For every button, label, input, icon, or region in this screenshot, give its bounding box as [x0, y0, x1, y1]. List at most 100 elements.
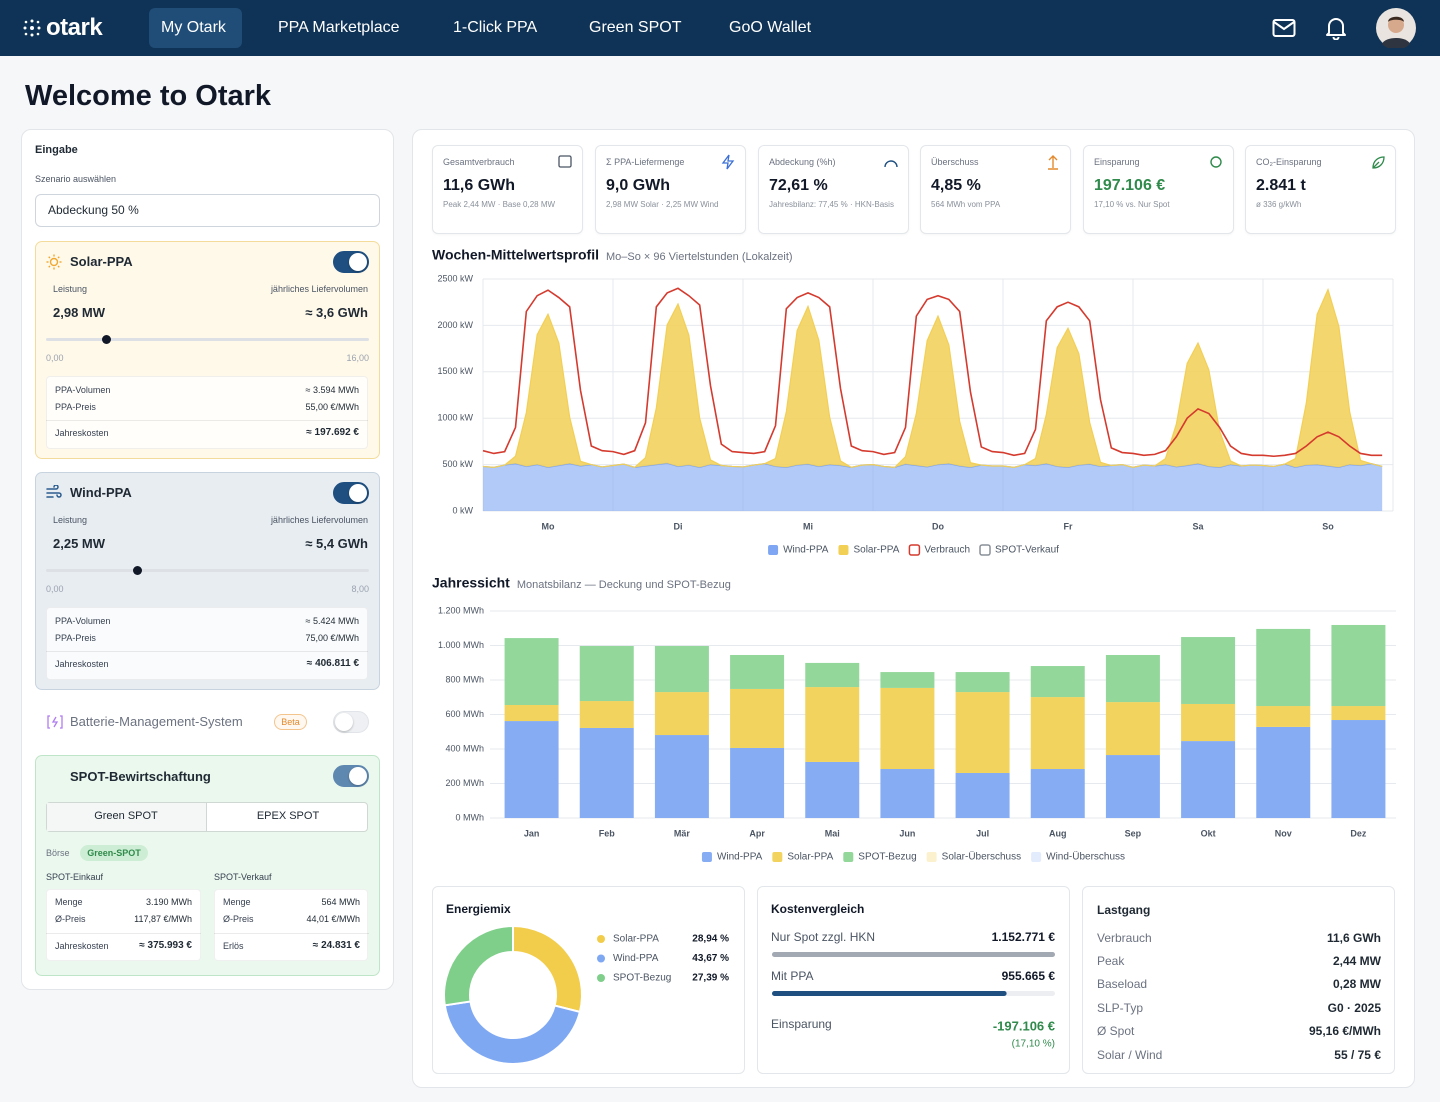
x-tick-label: Jun — [899, 828, 915, 838]
bar — [1105, 755, 1160, 818]
page-title: Welcome to Otark — [25, 79, 272, 112]
x-tick-label: Mo — [542, 521, 555, 531]
bar — [730, 654, 785, 689]
row-value: 44,01 €/MWh — [306, 913, 360, 924]
kpi-card — [920, 145, 1071, 234]
bar — [730, 747, 785, 818]
bar — [772, 991, 1007, 996]
slider-thumb[interactable] — [132, 566, 142, 575]
nav-item[interactable]: My Otark — [161, 18, 226, 36]
row-label: Solar / Wind — [1097, 1047, 1163, 1062]
row-value: ≈ 197.692 € — [306, 427, 359, 438]
row-value: 564 MWh — [321, 896, 360, 907]
kpi-sub: 564 MWh vom PPA — [931, 200, 1001, 210]
nav-item[interactable]: GoO Wallet — [729, 18, 812, 36]
row-value: ≈ 5.424 MWh — [305, 615, 359, 626]
bar — [1181, 703, 1236, 742]
x-tick-label: Sep — [1125, 828, 1142, 838]
bar — [1181, 637, 1236, 704]
field-label: jährliches Liefervolumen — [270, 514, 368, 525]
saving-value: -197.106 € — [993, 1018, 1055, 1033]
row-label: PPA-Preis — [55, 401, 96, 412]
mail-icon[interactable] — [1272, 18, 1296, 38]
toggle-knob — [335, 713, 353, 731]
y-tick-label: 2000 kW — [437, 320, 473, 330]
legend-label: Wind-PPA — [613, 953, 659, 964]
y-tick-label: 1.000 MWh — [438, 640, 484, 650]
kpi-value: 11,6 GWh — [443, 176, 516, 194]
detail-box — [46, 376, 368, 449]
kpi-value: 9,0 GWh — [606, 176, 671, 194]
detail-box — [214, 889, 368, 961]
field-value: 2,98 MW — [53, 304, 106, 320]
bar — [730, 688, 785, 748]
kpi-label: Gesamtverbrauch — [443, 156, 515, 167]
x-tick-label: Dez — [1350, 828, 1367, 838]
row-value: ≈ 406.811 € — [306, 658, 359, 669]
kpi-label: CO₂-Einsparung — [1256, 156, 1322, 167]
value-label: 43,67 % — [692, 953, 729, 964]
tab-label[interactable]: Green SPOT — [94, 810, 158, 823]
legend: Wind-PPA Solar-PPA SPOT-Bezug Solar-Übersch… — [701, 851, 1125, 863]
row-label: Jahreskosten — [55, 940, 109, 951]
bar — [1331, 706, 1386, 721]
nav-item[interactable]: Green SPOT — [589, 18, 682, 36]
chart-subtitle: Mo–So × 96 Viertelstunden (Lokalzeit) — [606, 251, 793, 263]
kpi-label: Überschuss — [931, 156, 979, 167]
legend-label: Solar-PPA — [613, 934, 659, 945]
bell-icon[interactable] — [1325, 16, 1347, 40]
legend-swatch — [1031, 852, 1042, 862]
chart-title: Jahressicht — [432, 575, 510, 591]
row-value: ≈ 3.594 MWh — [305, 384, 359, 395]
kpi-card — [758, 145, 909, 234]
legend-swatch — [908, 544, 921, 556]
y-tick-label: 0 MWh — [455, 812, 484, 822]
kpi-label: Einsparung — [1094, 156, 1140, 167]
select[interactable] — [35, 194, 380, 227]
legend-label: Solar-PPA — [853, 545, 899, 556]
bar — [880, 769, 935, 818]
y-tick-label: 600 MWh — [445, 709, 484, 719]
row-value: 55 / 75 € — [1334, 1047, 1381, 1062]
tab-active[interactable] — [47, 803, 207, 831]
row-value: G0 · 2025 — [1327, 1000, 1381, 1015]
bar — [1030, 666, 1085, 698]
legend-label: Wind-Überschuss — [1046, 851, 1125, 863]
y-tick-label: 0 kW — [452, 505, 473, 515]
nav-active[interactable] — [149, 8, 242, 48]
slider-thumb[interactable] — [102, 335, 112, 344]
value-label: 1.152.771 € — [992, 930, 1056, 944]
legend-label: Wind-PPA — [717, 852, 763, 863]
divider — [46, 420, 368, 421]
bar — [1256, 628, 1311, 707]
kpi-icon — [1372, 156, 1385, 169]
x-tick-label: Mär — [674, 828, 691, 838]
chart-title: Kostenvergleich — [771, 902, 864, 916]
row-value: 0,28 MW — [1332, 977, 1381, 992]
nav-item[interactable]: 1-Click PPA — [453, 18, 538, 36]
legend-label: Solar-PPA — [787, 852, 833, 863]
nav-item[interactable]: PPA Marketplace — [278, 18, 400, 36]
bar — [1331, 720, 1386, 818]
bar — [1256, 726, 1311, 818]
section-title: Eingabe — [35, 144, 78, 157]
slider-track[interactable] — [46, 338, 369, 341]
slider-min: 0,00 — [46, 583, 64, 594]
avatar[interactable] — [1376, 8, 1416, 48]
row-label: Peak — [1097, 954, 1125, 968]
row-value: 75,00 €/MWh — [305, 632, 359, 643]
y-tick-label: 500 kW — [442, 459, 473, 469]
row-label: PPA-Preis — [55, 632, 96, 643]
tab-label[interactable]: EPEX SPOT — [256, 810, 320, 823]
field-label: Szenario auswählen — [35, 173, 117, 184]
legend-swatch — [768, 545, 779, 555]
value-label: 955.665 € — [1002, 969, 1056, 983]
y-tick-label: 1500 kW — [437, 366, 473, 376]
slider-track[interactable] — [46, 569, 369, 572]
row-value: 11,6 GWh — [1326, 930, 1381, 945]
divider — [46, 933, 201, 934]
kpi-label: Abdeckung (%h) — [769, 156, 836, 167]
kpi-card — [1245, 145, 1396, 234]
